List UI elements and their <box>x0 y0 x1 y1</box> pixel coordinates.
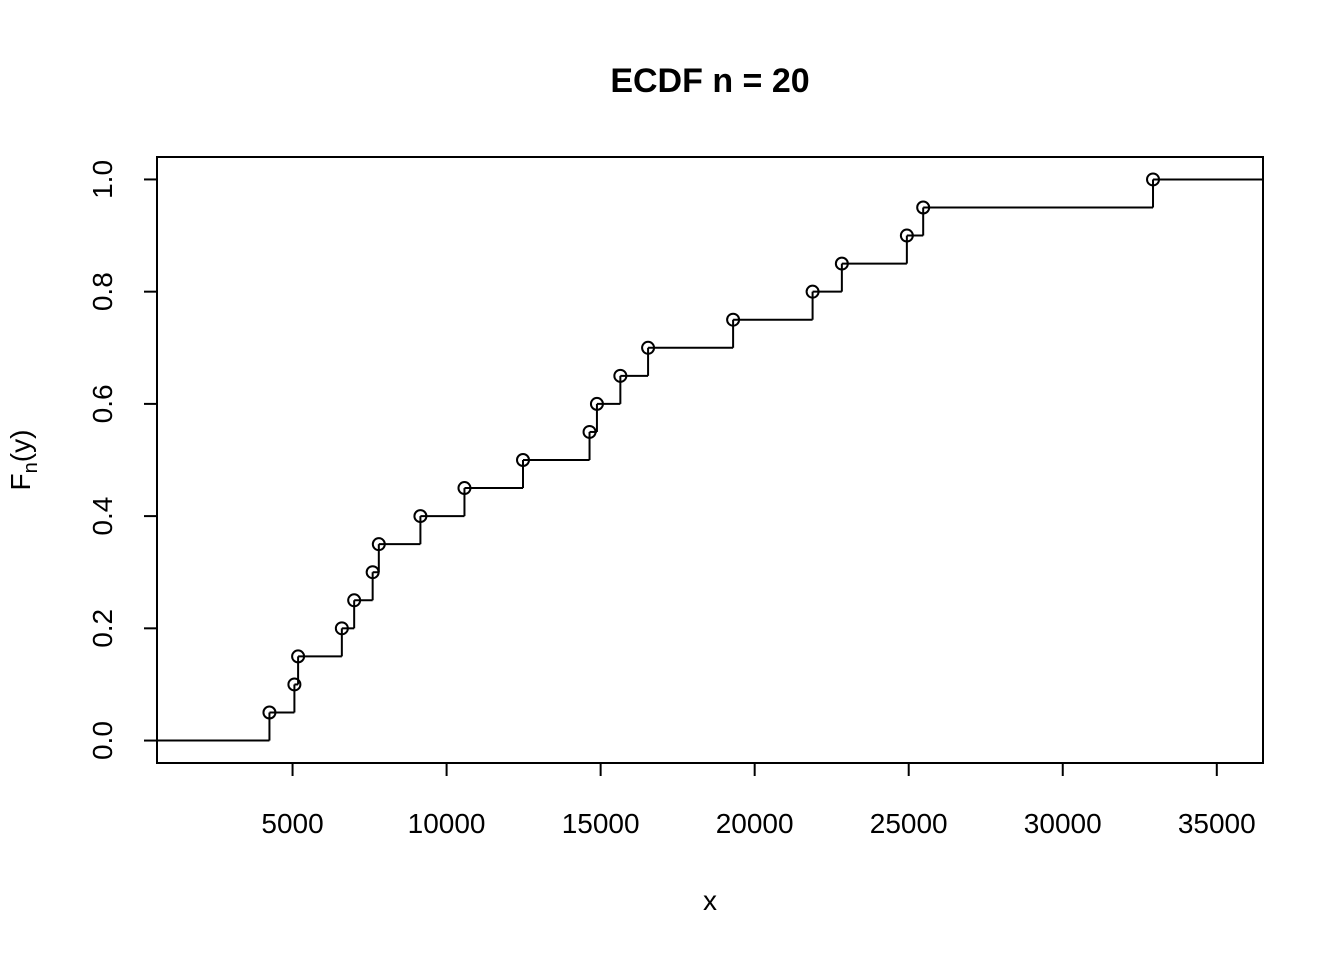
y-axis: 0.0 0.2 0.4 0.6 0.8 1.0 <box>87 160 157 760</box>
ecdf-point <box>834 256 849 271</box>
ecdf-point <box>291 649 306 664</box>
ecdf-point <box>457 481 472 496</box>
x-tick-label: 30000 <box>1024 808 1102 839</box>
ecdf-point <box>916 200 931 215</box>
ecdf-point <box>334 621 349 636</box>
y-tick-label: 0.6 <box>87 384 118 423</box>
x-axis: 5000 10000 15000 20000 25000 30000 35000 <box>261 763 1256 839</box>
ecdf-point <box>287 677 302 692</box>
x-tick-label: 10000 <box>408 808 486 839</box>
ecdf-point <box>1146 172 1161 187</box>
y-axis-label-subscript: n <box>20 462 42 473</box>
x-axis-label: x <box>703 885 717 916</box>
ecdf-point <box>641 340 656 355</box>
ecdf-point <box>726 312 741 327</box>
plot-frame <box>156 156 1264 764</box>
y-axis-label: Fn(y) <box>5 430 42 491</box>
x-tick-label: 35000 <box>1178 808 1256 839</box>
ecdf-point <box>805 284 820 299</box>
ecdf-point <box>899 228 914 243</box>
y-tick-label: 0.2 <box>87 609 118 648</box>
y-axis-label-suffix: (y) <box>5 430 36 463</box>
x-tick-label: 5000 <box>261 808 323 839</box>
ecdf-point <box>347 593 362 608</box>
y-tick-label: 0.4 <box>87 497 118 536</box>
y-axis-label-base: F <box>5 473 36 490</box>
x-tick-label: 20000 <box>716 808 794 839</box>
ecdf-point <box>262 705 277 720</box>
plot-area <box>156 156 1264 764</box>
y-tick-label: 0.0 <box>87 721 118 760</box>
x-tick-label: 15000 <box>562 808 640 839</box>
ecdf-point <box>371 537 386 552</box>
ecdf-point <box>589 396 604 411</box>
ecdf-point <box>365 565 380 580</box>
ecdf-point <box>413 509 428 524</box>
y-tick-label: 0.8 <box>87 272 118 311</box>
x-tick-label: 25000 <box>870 808 948 839</box>
chart-title: ECDF n = 20 <box>610 62 809 100</box>
ecdf-point <box>582 424 597 439</box>
ecdf-point <box>613 368 628 383</box>
y-tick-label: 1.0 <box>87 160 118 199</box>
ecdf-point <box>515 453 530 467</box>
